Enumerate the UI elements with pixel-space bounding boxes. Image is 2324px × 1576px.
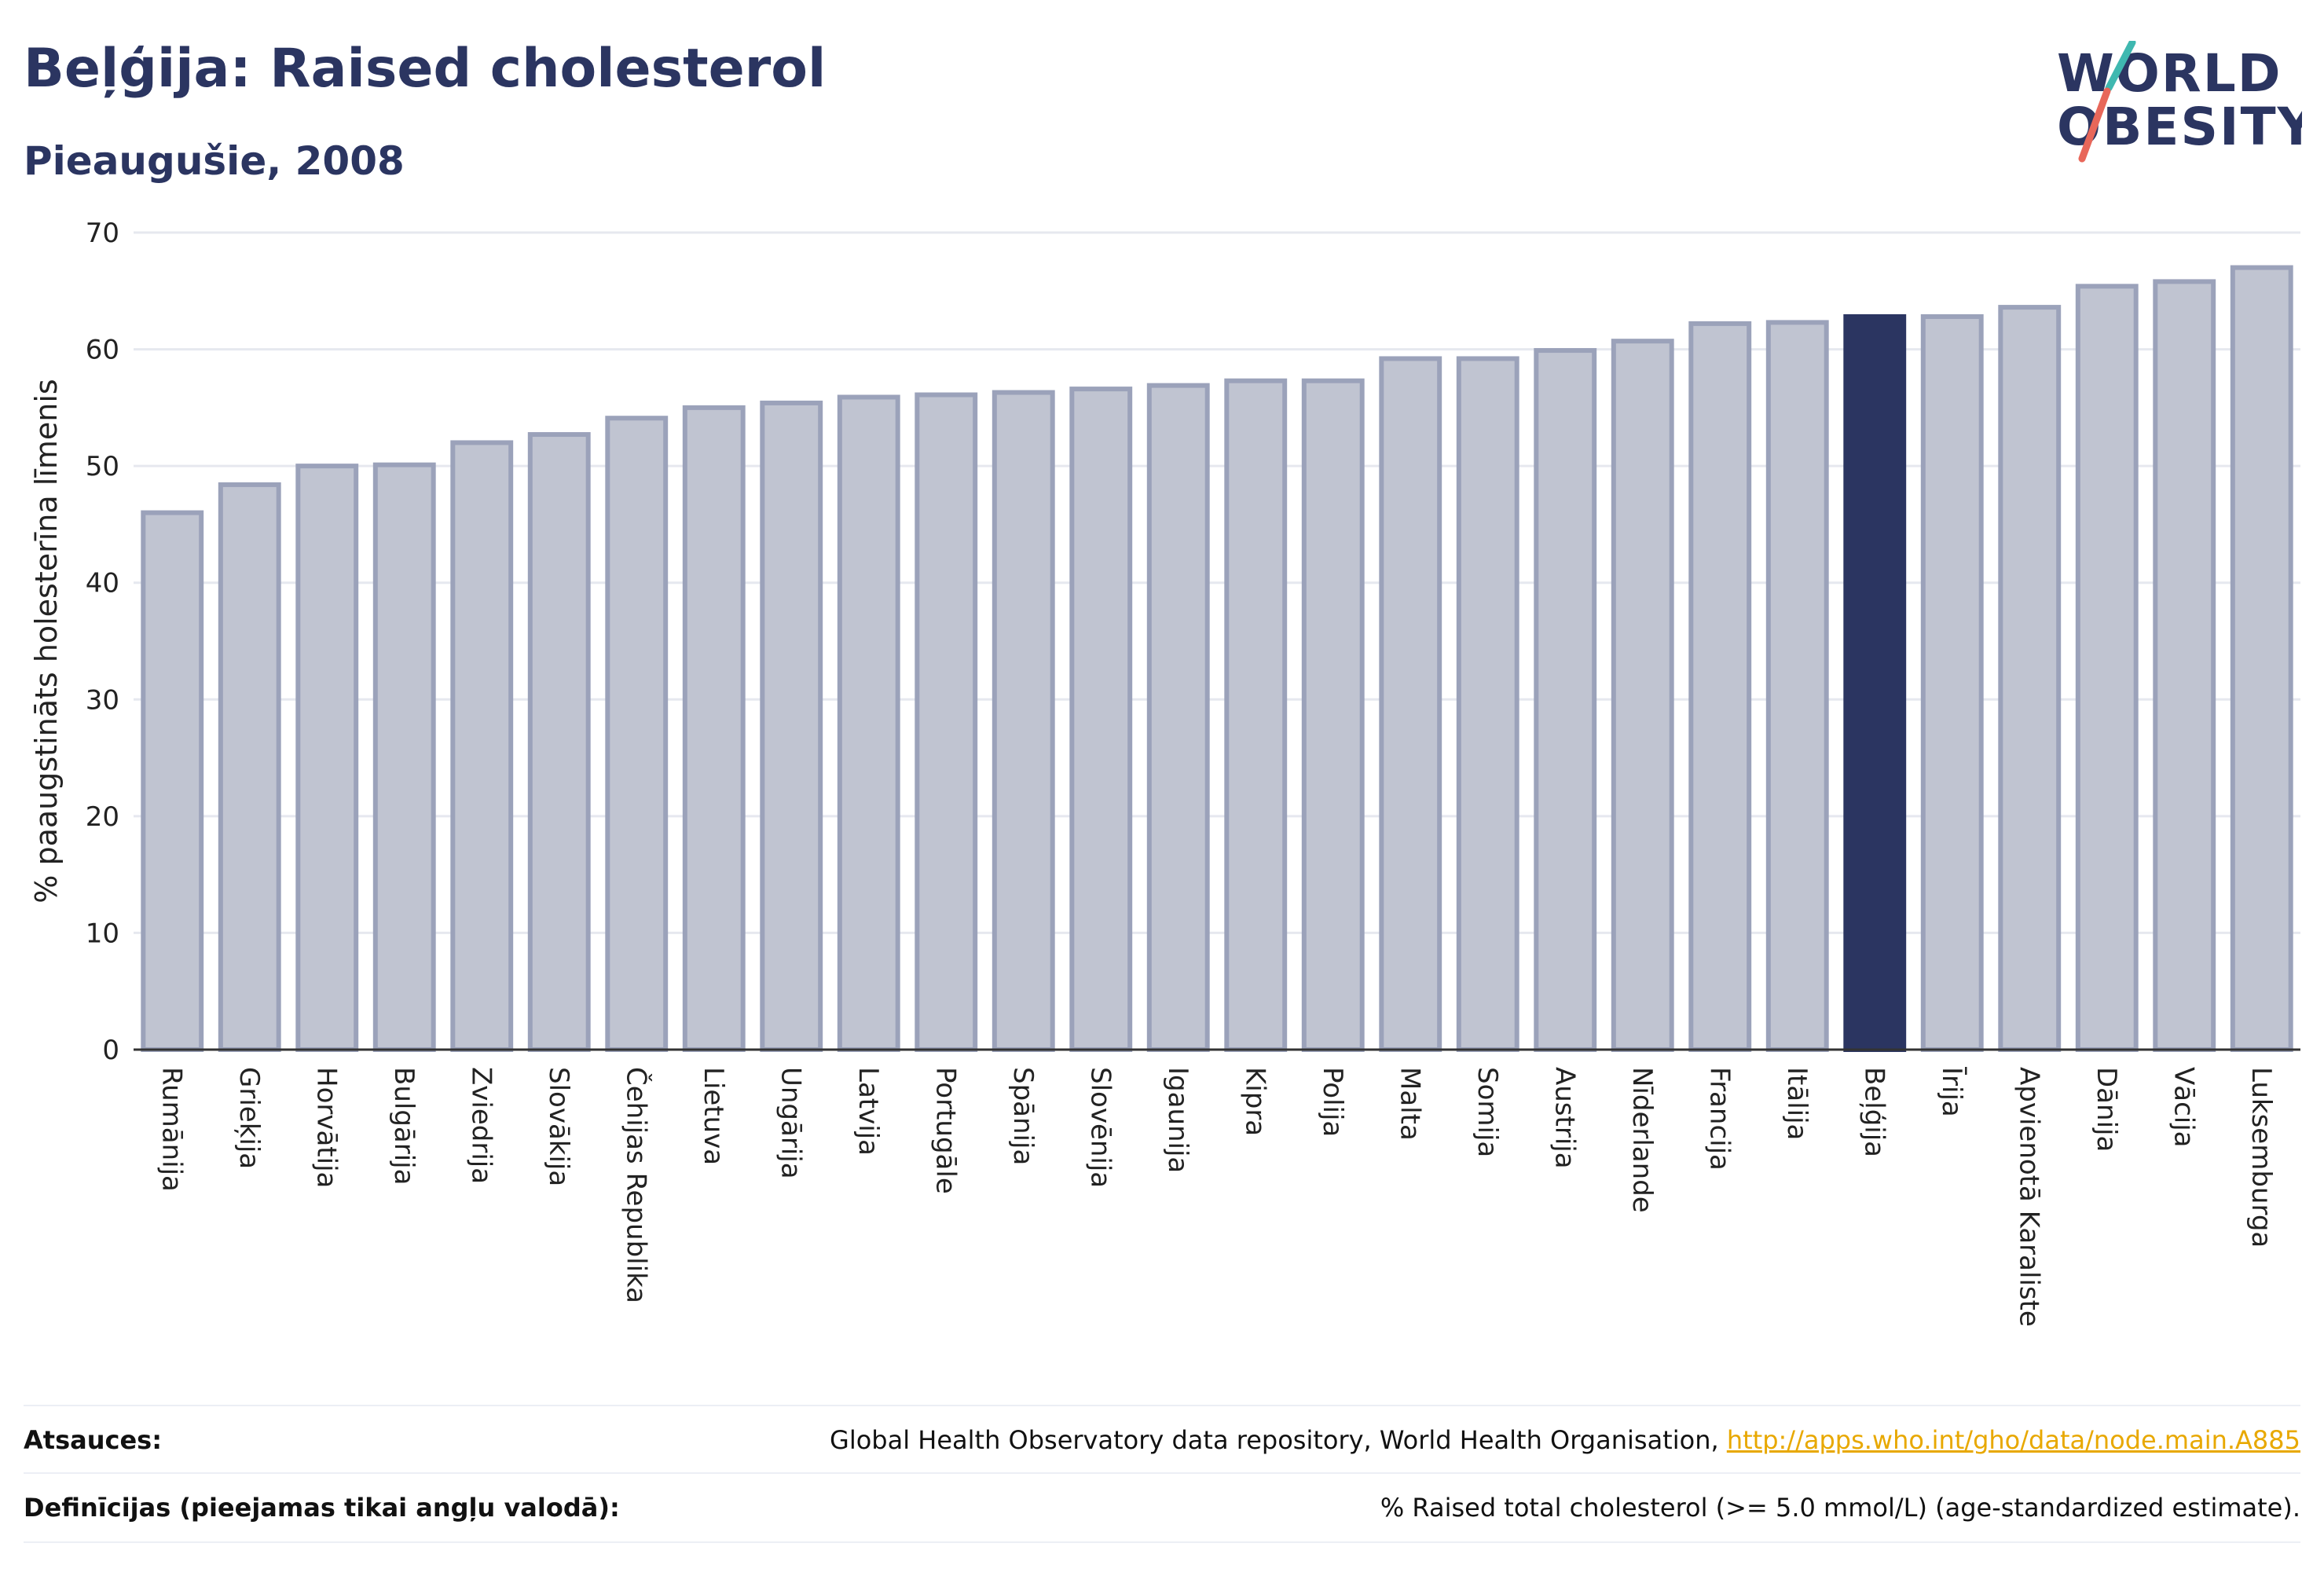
bar	[605, 416, 669, 1052]
x-tick-label: Igaunija	[1162, 1067, 1193, 1173]
x-tick-label: Itālija	[1781, 1067, 1813, 1140]
bar	[1998, 305, 2062, 1053]
bar	[1688, 321, 1752, 1052]
x-tick-label: Beļģija	[1858, 1067, 1890, 1157]
bar-chart: 0 10 20 30 40 50 60 70 % paaugstināts holesterīn…	[29, 218, 2300, 1327]
y-axis-label: % paaugstināts holesterīna līmenis	[29, 379, 64, 903]
bar	[2230, 265, 2293, 1053]
x-tick-label: Īrija	[1936, 1067, 1967, 1117]
x-tick-label: Bulgārija	[388, 1067, 420, 1185]
x-tick-label: Zviedrija	[465, 1067, 497, 1184]
x-tick-label: Apvienotā Karaliste	[2013, 1067, 2044, 1327]
y-tick-label: 70	[86, 218, 119, 249]
bar	[1611, 339, 1674, 1052]
bar	[915, 392, 978, 1052]
x-tick-label: Dānija	[2091, 1067, 2122, 1152]
x-tick-label: Grieķija	[233, 1067, 265, 1169]
bar	[527, 432, 591, 1052]
x-tick-label: Horvātija	[310, 1067, 342, 1188]
bar	[372, 462, 436, 1052]
x-tick-label: Kipra	[1239, 1067, 1270, 1136]
chart-title: Beļģija: Raised cholesterol	[24, 38, 827, 100]
bar	[1379, 356, 1442, 1052]
x-tick-label: Austrija	[1549, 1067, 1580, 1169]
x-tick-label: Nīderlande	[1626, 1067, 1658, 1213]
sources-row: Atsauces: Global Health Observatory data…	[24, 1405, 2300, 1474]
bar	[450, 440, 514, 1052]
x-tick-label: Čehijas Republika	[620, 1067, 652, 1303]
footer: Atsauces: Global Health Observatory data…	[24, 1405, 2300, 1543]
sources-value: Global Health Observatory data repositor…	[830, 1425, 2300, 1455]
bar	[837, 394, 900, 1052]
y-tick-label: 20	[86, 801, 119, 833]
logo-slash-bottom	[2078, 87, 2111, 163]
bar	[1920, 313, 1984, 1052]
x-tick-label: Vācija	[2168, 1067, 2199, 1148]
definitions-label: Definīcijas (pieejamas tikai angļu valod…	[24, 1493, 620, 1523]
x-tick-label: Slovākija	[543, 1067, 574, 1186]
x-tick-label: Rumānija	[156, 1067, 187, 1192]
sources-link[interactable]: http://apps.who.int/gho/data/node.main.A…	[1726, 1425, 2300, 1455]
x-tick-label: Latvija	[852, 1067, 884, 1156]
y-tick-label: 60	[86, 335, 119, 366]
bar	[760, 400, 823, 1052]
logo-line1: WORLD	[2057, 43, 2282, 104]
bar	[2075, 284, 2139, 1053]
x-tick-label: Francija	[1703, 1067, 1735, 1171]
x-tick-label: Luksemburga	[2245, 1067, 2277, 1248]
x-tick-label: Portugāle	[929, 1067, 961, 1194]
bar	[992, 390, 1055, 1052]
chart-subtitle: Pieaugušie, 2008	[24, 138, 405, 184]
bar	[141, 510, 204, 1053]
bar	[218, 482, 281, 1052]
x-tick-label: Malta	[1394, 1067, 1425, 1141]
bar	[1301, 378, 1365, 1052]
bar-highlighted	[1843, 313, 1907, 1052]
logo-slash-top	[2105, 41, 2136, 92]
bar	[1069, 387, 1133, 1053]
definitions-text: % Raised total cholesterol (>= 5.0 mmol/…	[1380, 1493, 2300, 1523]
bar	[682, 405, 746, 1053]
y-tick-label: 0	[102, 1035, 119, 1066]
y-tick-label: 50	[86, 451, 119, 482]
bar	[2153, 279, 2216, 1052]
x-tick-label: Polija	[1317, 1067, 1348, 1137]
x-tick-label: Spānija	[1007, 1067, 1039, 1165]
definitions-row: Definīcijas (pieejamas tikai angļu valod…	[24, 1472, 2300, 1543]
bar	[1534, 348, 1597, 1053]
bar	[1224, 378, 1288, 1052]
x-tick-label: Slovēnija	[1084, 1067, 1116, 1188]
bar	[1456, 356, 1519, 1052]
world-obesity-logo[interactable]: WORLD OBESITY	[2051, 41, 2302, 167]
y-tick-label: 40	[86, 568, 119, 599]
bar	[1765, 320, 1829, 1052]
x-tick-label: Somija	[1472, 1067, 1503, 1157]
y-tick-label: 10	[86, 918, 119, 949]
sources-label: Atsauces:	[24, 1425, 162, 1455]
bar	[295, 464, 359, 1052]
y-tick-label: 30	[86, 684, 119, 716]
bar	[1146, 383, 1210, 1052]
x-tick-label: Ungārija	[775, 1067, 806, 1179]
x-tick-label: Lietuva	[698, 1067, 729, 1165]
sources-text: Global Health Observatory data repositor…	[830, 1425, 1727, 1455]
